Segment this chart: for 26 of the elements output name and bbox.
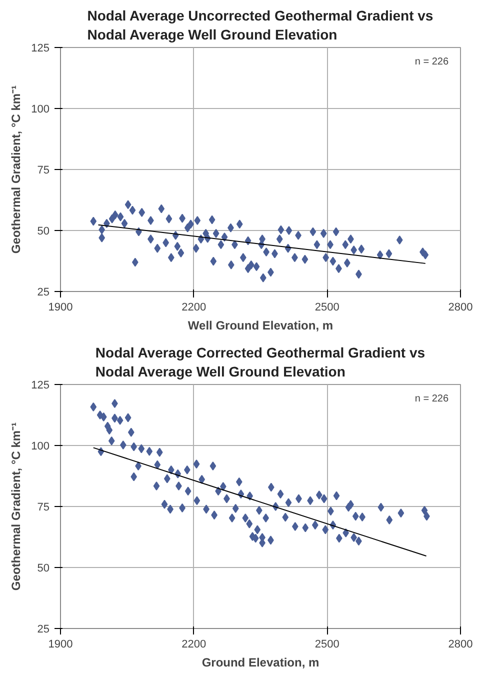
chart-title: Nodal Average Uncorrected Geothermal Gradient vs Nodal Average Well Ground Elevation [87, 7, 434, 42]
y-tick-label: 125 [31, 380, 50, 392]
x-tick-label: 2800 [448, 302, 473, 314]
x-axis-title: Well Ground Elevation, m [188, 318, 334, 332]
x-tick-label: 1900 [48, 638, 73, 650]
x-tick-label: 2200 [182, 302, 206, 314]
annotation: n = 226 [414, 56, 449, 68]
y-tick-label: 50 [37, 226, 50, 238]
x-tick-label: 2800 [448, 638, 473, 650]
x-tick-label: 2500 [314, 302, 340, 314]
y-tick-label: 25 [37, 624, 50, 636]
x-axis-title: Ground Elevation, m [202, 656, 320, 670]
y-tick-label: 100 [31, 440, 50, 452]
y-axis-title: Geothermal Gradient, °C km⁻¹ [9, 422, 24, 591]
y-tick-label: 25 [37, 286, 50, 298]
y-tick-label: 100 [31, 104, 50, 116]
y-tick-label: 75 [37, 164, 50, 176]
y-axis-title: Geothermal Gradient, °C km⁻¹ [9, 85, 24, 254]
y-tick-label: 75 [37, 502, 50, 514]
x-tick-label: 2500 [314, 638, 340, 650]
y-tick-label: 50 [37, 562, 50, 574]
x-tick-label: 1900 [48, 302, 73, 314]
y-tick-label: 125 [31, 42, 50, 54]
chart-title: Nodal Average Corrected Geothermal Gradient vs Nodal Average Well Ground Elevation [95, 344, 426, 380]
annotation: n = 226 [414, 394, 449, 404]
x-tick-label: 2200 [182, 638, 206, 650]
